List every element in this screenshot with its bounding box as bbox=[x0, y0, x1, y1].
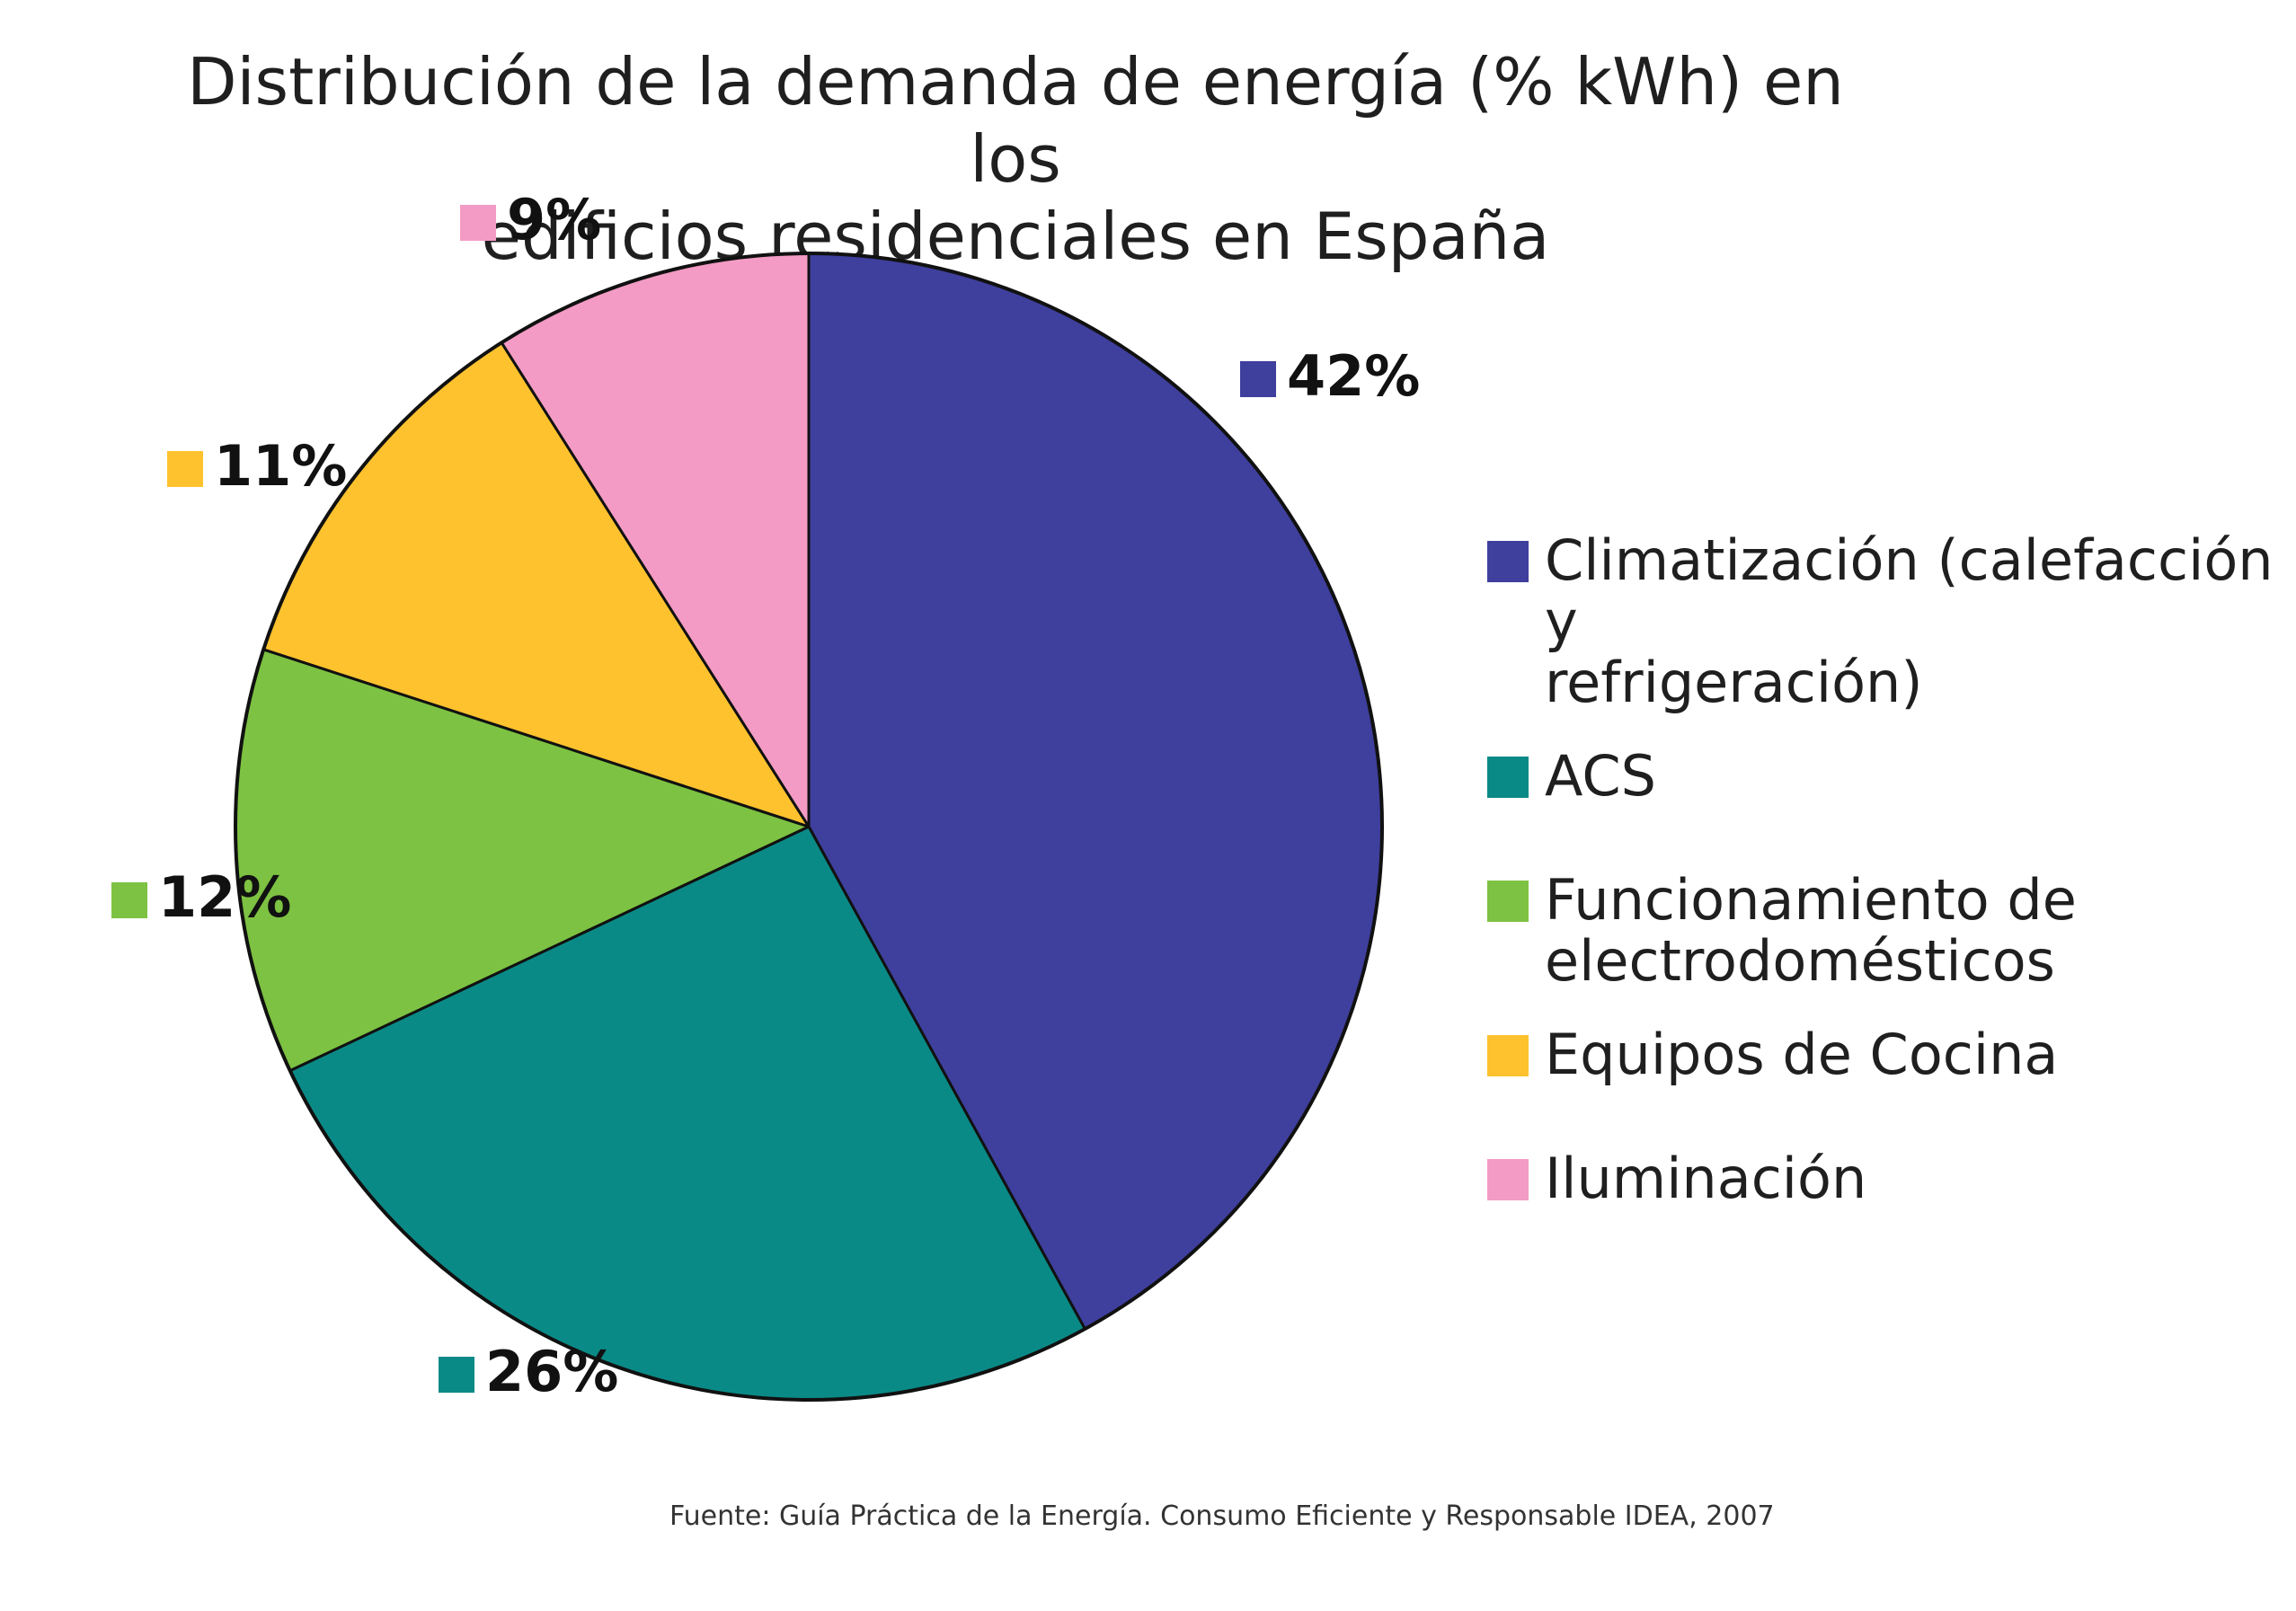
chart-legend: Climatización (calefacción y refrigeració… bbox=[1487, 530, 2296, 1209]
legend-item-1: Climatización (calefacción y refrigeració… bbox=[1487, 530, 2296, 713]
slice-label-swatch bbox=[1240, 361, 1276, 397]
slice-label-5: 9% bbox=[460, 187, 601, 252]
legend-swatch bbox=[1487, 1035, 1529, 1076]
legend-label: Iluminación bbox=[1545, 1146, 1867, 1211]
legend-item-4: Equipos de Cocina bbox=[1487, 1024, 2296, 1085]
chart-title-line-2: edificios residenciales en España bbox=[481, 199, 1550, 274]
slice-value-label: 11% bbox=[214, 433, 347, 499]
slice-label-2: 26% bbox=[439, 1339, 618, 1404]
legend-label: electrodomésticos bbox=[1545, 928, 2055, 994]
source-note: Fuente: Guía Práctica de la Energía. Con… bbox=[669, 1500, 1775, 1532]
legend-label: Funcionamiento de bbox=[1545, 867, 2077, 933]
legend-swatch bbox=[1487, 541, 1529, 582]
slice-value-label: 42% bbox=[1287, 343, 1420, 409]
slice-value-label: 9% bbox=[507, 187, 601, 252]
slice-label-3: 12% bbox=[111, 864, 291, 930]
slice-label-1: 42% bbox=[1240, 343, 1420, 409]
slice-value-label: 12% bbox=[158, 864, 291, 930]
legend-label: ACS bbox=[1545, 743, 1656, 809]
slice-label-swatch bbox=[111, 882, 147, 918]
legend-swatch bbox=[1487, 1159, 1529, 1200]
legend-item-5: Iluminación bbox=[1487, 1148, 2296, 1209]
slice-label-swatch bbox=[439, 1357, 474, 1393]
slice-value-label: 26% bbox=[485, 1339, 618, 1404]
slice-label-4: 11% bbox=[167, 433, 347, 499]
pie-outline bbox=[234, 252, 1384, 1402]
chart-title: Distribución de la demanda de energía (%… bbox=[135, 43, 1896, 275]
legend-label: Climatización (calefacción y bbox=[1545, 527, 2274, 654]
legend-swatch bbox=[1487, 757, 1529, 798]
legend-label: Equipos de Cocina bbox=[1545, 1022, 2059, 1087]
slice-label-swatch bbox=[167, 451, 203, 487]
slice-label-swatch bbox=[460, 205, 496, 241]
legend-item-2: ACS bbox=[1487, 746, 2296, 807]
legend-label: refrigeración) bbox=[1545, 650, 1923, 715]
legend-item-3: Funcionamiento de electrodomésticos bbox=[1487, 870, 2296, 992]
chart-title-line-1: Distribución de la demanda de energía (%… bbox=[187, 44, 1844, 197]
legend-swatch bbox=[1487, 881, 1529, 922]
